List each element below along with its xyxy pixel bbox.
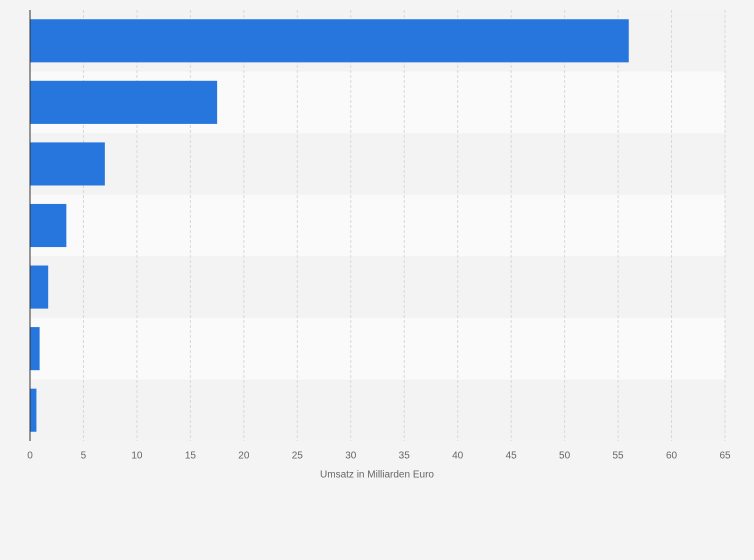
x-tick-label: 10 (131, 451, 143, 462)
bar (30, 388, 37, 432)
x-tick-label: 60 (666, 451, 678, 462)
bands (30, 10, 725, 441)
bar (30, 80, 218, 124)
x-tick-label: 20 (238, 451, 250, 462)
band (30, 194, 725, 257)
x-axis-label: Umsatz in Milliarden Euro (320, 470, 434, 481)
x-tick-label: 50 (559, 451, 571, 462)
marks (29, 10, 629, 441)
band (30, 133, 725, 195)
bar (30, 265, 49, 309)
bar (30, 327, 40, 371)
x-tick-label: 40 (452, 451, 464, 462)
x-tick-label: 35 (399, 451, 411, 462)
x-tick-label: 45 (506, 451, 518, 462)
x-tick-label: 30 (345, 451, 357, 462)
x-tick-label: 65 (719, 451, 731, 462)
x-tick-label: 25 (292, 451, 304, 462)
x-tick-label: 15 (185, 451, 197, 462)
band (30, 379, 725, 441)
band (30, 256, 725, 318)
bar (30, 19, 629, 63)
bar (30, 142, 105, 186)
bar (30, 203, 67, 248)
band (30, 317, 725, 380)
x-tick-label: 55 (613, 451, 625, 462)
x-tick-label: 5 (81, 451, 87, 462)
x-tick-label: 0 (27, 451, 33, 462)
